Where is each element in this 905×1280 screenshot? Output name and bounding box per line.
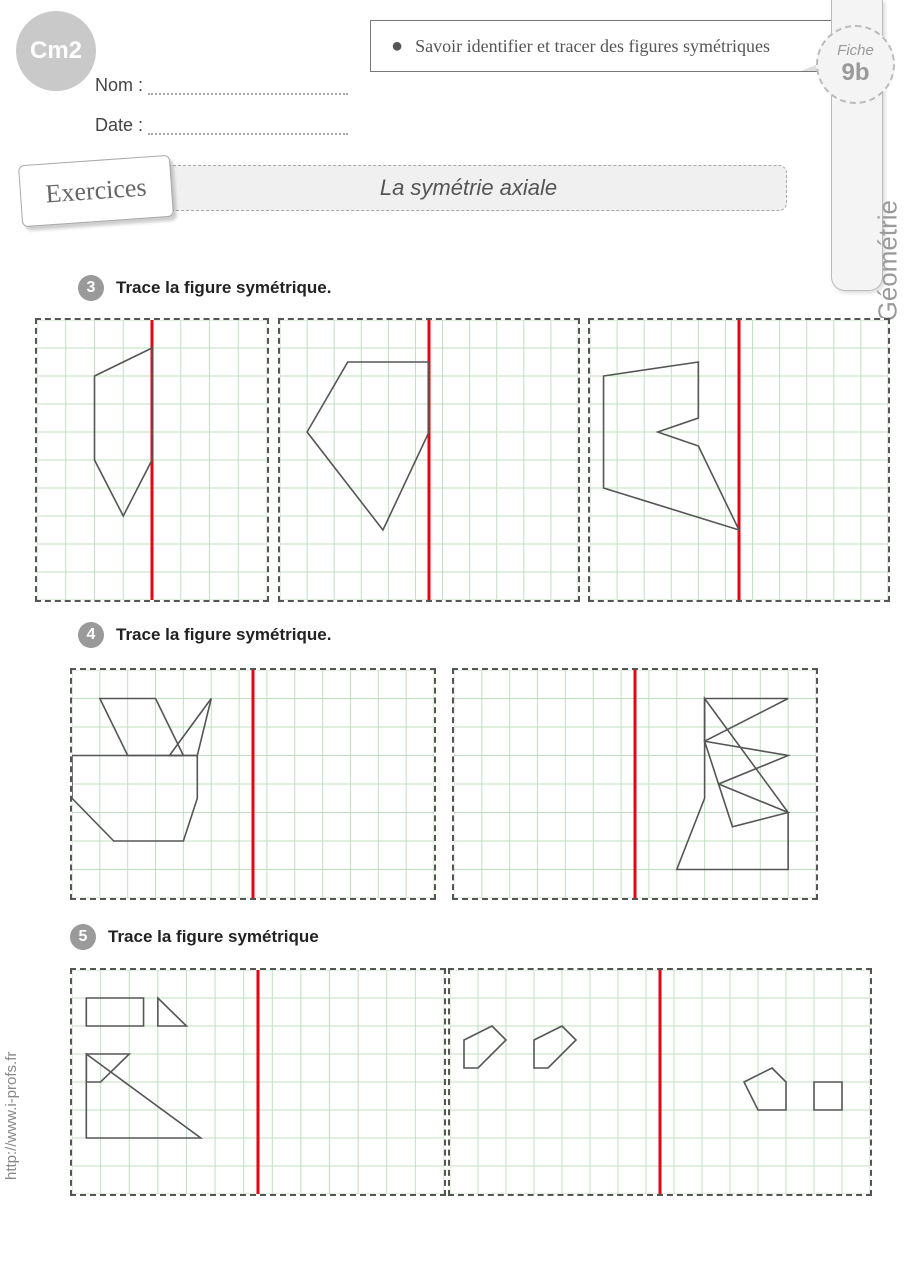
title-text: La symétrie axiale bbox=[380, 175, 557, 201]
fiche-badge: Fiche 9b bbox=[816, 25, 895, 104]
task-3-num: 3 bbox=[78, 275, 104, 301]
grade-text: Cm2 bbox=[30, 37, 82, 65]
subject-label: Géométrie bbox=[872, 200, 903, 321]
bullet-icon: ● bbox=[391, 35, 403, 58]
fiche-label: Fiche bbox=[837, 42, 874, 59]
task-3: 3 Trace la figure symétrique. bbox=[78, 275, 331, 301]
name-blank[interactable] bbox=[148, 93, 348, 95]
date-row: Date : bbox=[95, 115, 348, 136]
grid-box bbox=[588, 318, 890, 602]
date-blank[interactable] bbox=[148, 133, 348, 135]
exercices-card: Exercices bbox=[18, 155, 174, 227]
date-label: Date : bbox=[95, 115, 143, 135]
task-4-text: Trace la figure symétrique. bbox=[116, 625, 331, 645]
grid-box bbox=[70, 968, 446, 1196]
task-4-num: 4 bbox=[78, 622, 104, 648]
objective-text: Savoir identifier et tracer des figures … bbox=[415, 36, 770, 57]
objective-box: ● Savoir identifier et tracer des figure… bbox=[370, 20, 842, 72]
exercices-text: Exercices bbox=[45, 173, 148, 210]
task-5: 5 Trace la figure symétrique bbox=[70, 924, 319, 950]
grid-box bbox=[448, 968, 872, 1196]
grid-box bbox=[35, 318, 269, 602]
footer-url: http://www.i-profs.fr bbox=[3, 1052, 20, 1180]
title-bar: La symétrie axiale bbox=[150, 165, 787, 211]
task-4: 4 Trace la figure symétrique. bbox=[78, 622, 331, 648]
name-label: Nom : bbox=[95, 75, 143, 95]
task-5-num: 5 bbox=[70, 924, 96, 950]
fiche-number: 9b bbox=[841, 59, 869, 87]
task-5-text: Trace la figure symétrique bbox=[108, 927, 319, 947]
grid-box bbox=[70, 668, 436, 900]
name-row: Nom : bbox=[95, 75, 348, 96]
task-3-text: Trace la figure symétrique. bbox=[116, 278, 331, 298]
grid-box bbox=[278, 318, 580, 602]
grade-badge: Cm2 bbox=[20, 15, 92, 87]
grid-box bbox=[452, 668, 818, 900]
